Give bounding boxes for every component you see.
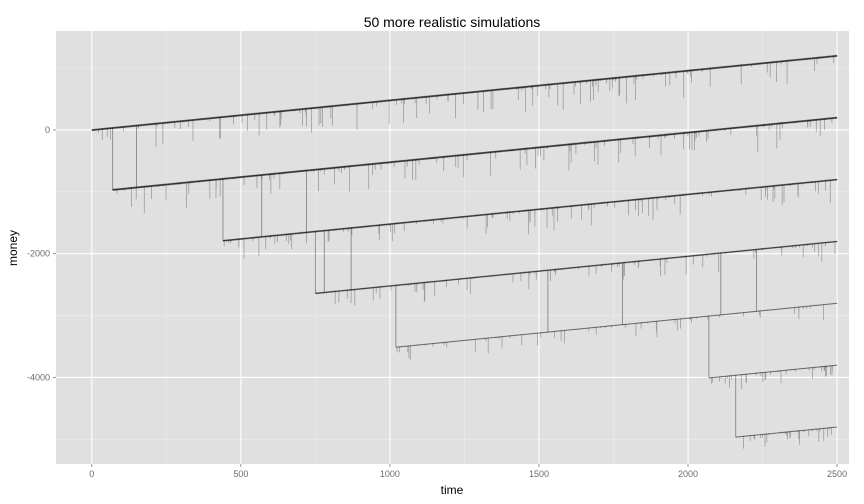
series-line: [112, 117, 838, 191]
series-spikes: [711, 365, 833, 389]
x-axis-title: time: [441, 483, 464, 497]
axis-layer: 0 500 1000 1500 2000 2500 0 -2000 -4000: [27, 125, 847, 479]
x-tick-label: 2500: [827, 469, 847, 479]
series-layer: [91, 54, 838, 449]
series-line: [112, 116, 838, 190]
series-line: [708, 364, 838, 379]
series-spikes: [116, 118, 833, 214]
grid-layer: [56, 31, 849, 464]
x-tick-label: 0: [89, 469, 94, 479]
series-line: [222, 179, 838, 242]
series-line: [708, 364, 838, 379]
series-line: [91, 54, 838, 130]
series-spikes: [743, 427, 832, 449]
series-line: [222, 179, 838, 242]
series-line: [315, 240, 838, 294]
series-line: [735, 426, 838, 438]
x-tick-label: 1500: [529, 469, 549, 479]
series-spikes: [323, 241, 836, 306]
plot-panel: [56, 31, 849, 464]
series-line: [91, 55, 838, 131]
series-line: [395, 302, 838, 348]
series-line: [112, 117, 838, 191]
series-line: [112, 117, 838, 191]
y-tick-label: 0: [45, 125, 50, 135]
x-tick-label: 2000: [678, 469, 698, 479]
series-line: [735, 426, 838, 438]
series-line: [91, 55, 838, 131]
series-line: [315, 240, 838, 294]
series-line: [112, 116, 838, 190]
x-tick-label: 500: [233, 469, 248, 479]
series-line: [222, 178, 838, 241]
y-tick-label: -2000: [27, 249, 50, 259]
series-line: [91, 55, 838, 131]
series-line: [222, 179, 838, 242]
series-spikes: [98, 56, 835, 147]
series-line: [395, 302, 838, 348]
series-spikes: [223, 180, 831, 259]
y-tick-label: -4000: [27, 372, 50, 382]
series-line: [315, 241, 838, 295]
series-line: [91, 55, 838, 131]
chart-title: 50 more realistic simulations: [364, 14, 541, 30]
x-tick-label: 1000: [380, 469, 400, 479]
series-spikes: [396, 304, 824, 361]
y-axis-title: money: [6, 230, 20, 266]
series-line: [222, 178, 838, 241]
series-line: [91, 56, 838, 132]
series-line: [315, 241, 838, 294]
series-line: [112, 117, 838, 191]
